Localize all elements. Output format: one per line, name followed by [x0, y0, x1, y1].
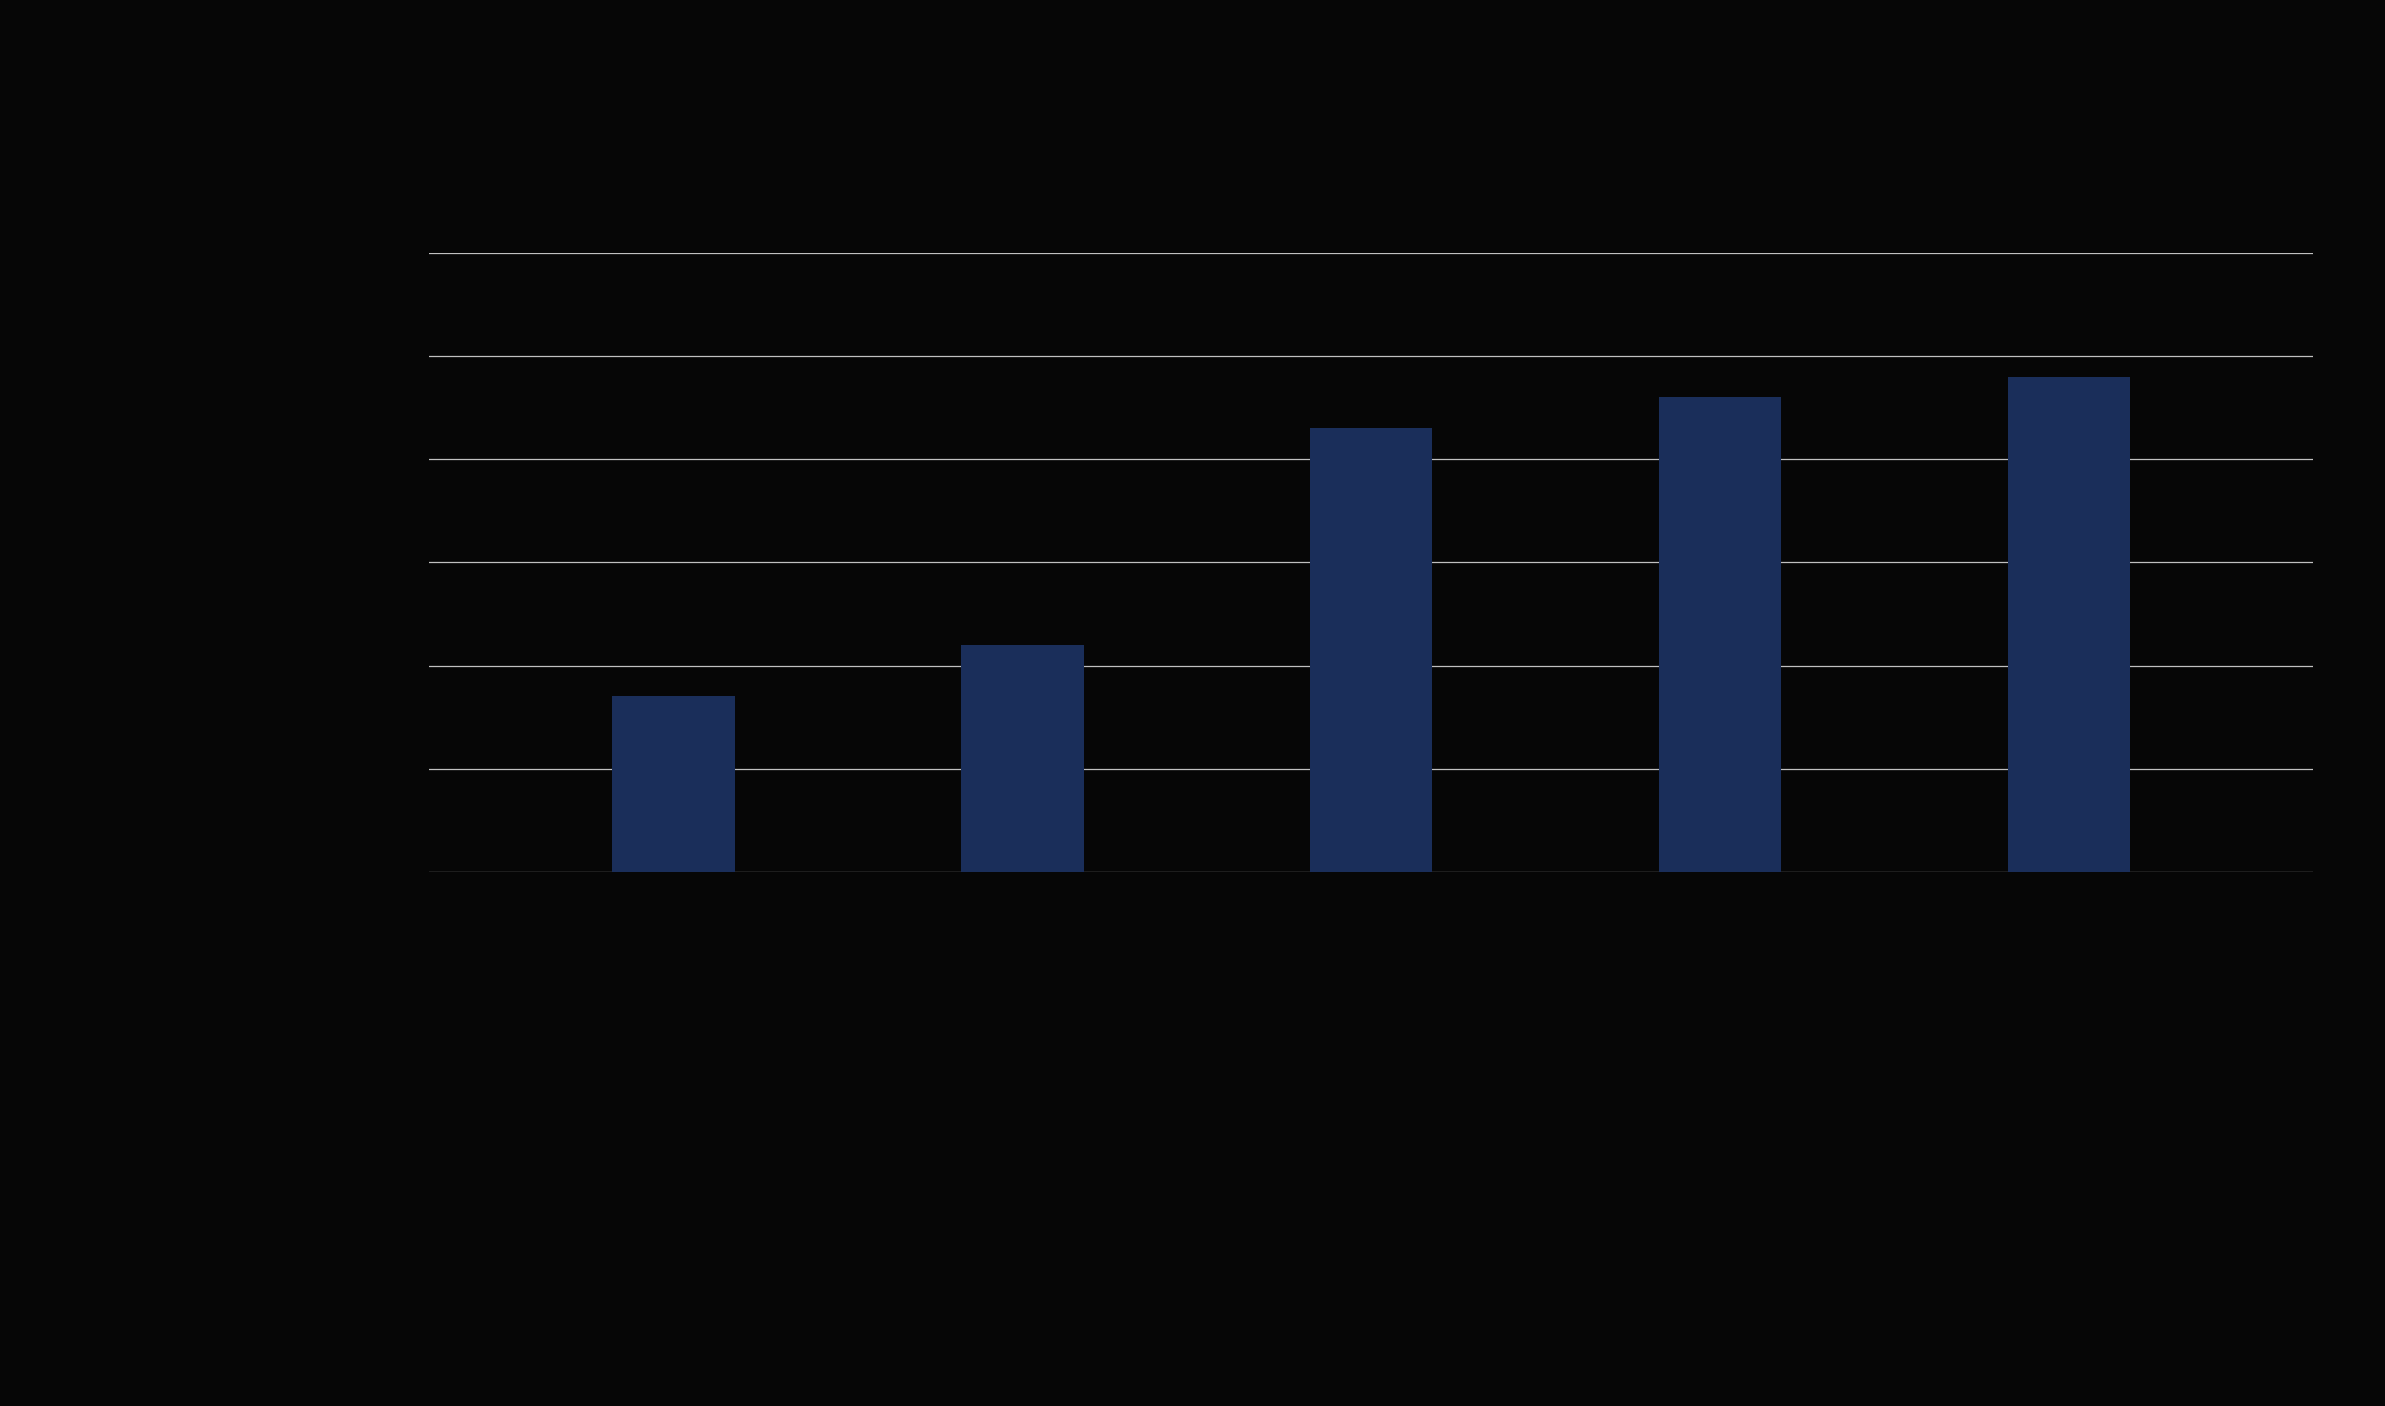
Bar [1660, 398, 1782, 872]
Bar [1309, 429, 1433, 872]
Bar [2008, 377, 2130, 872]
Bar [613, 696, 735, 872]
Bar [961, 645, 1083, 872]
